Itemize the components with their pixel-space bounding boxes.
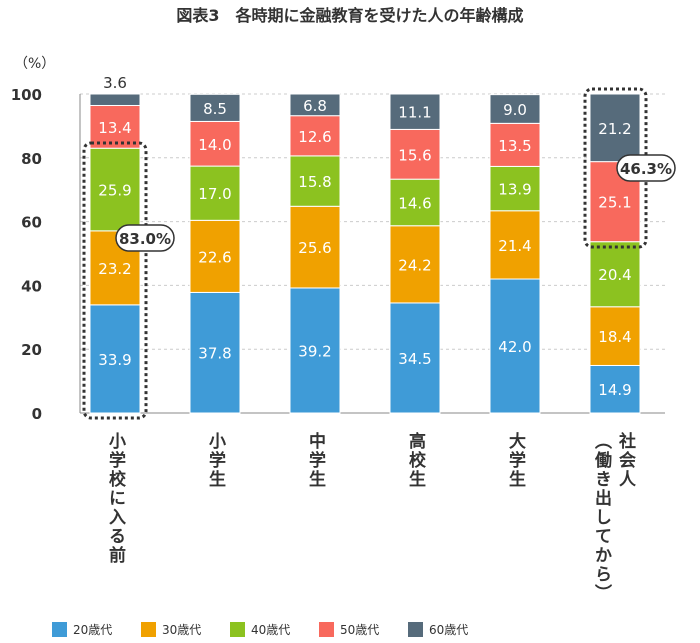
bar-segment <box>189 120 241 167</box>
bar-segment <box>489 278 541 414</box>
data-label: 34.5 <box>398 350 431 368</box>
bar-segment <box>189 165 241 221</box>
bar-segment <box>89 147 141 232</box>
data-label: 14.9 <box>598 381 631 399</box>
bar-segment <box>489 122 541 167</box>
data-label: 11.1 <box>398 104 431 122</box>
data-label: 24.2 <box>398 256 431 274</box>
data-label: 42.0 <box>498 338 531 356</box>
data-label: 21.4 <box>498 237 531 255</box>
legend-label: 50歳代 <box>340 623 380 637</box>
data-label: 39.2 <box>298 342 331 360</box>
x-tick-label: 中学生 <box>305 432 325 489</box>
bar-segment <box>89 304 141 414</box>
callout-bubble <box>616 154 676 182</box>
data-label: 22.6 <box>198 248 231 266</box>
data-label: 17.0 <box>198 185 231 203</box>
bar-segment <box>389 302 441 414</box>
data-label: 3.6 <box>103 74 127 92</box>
x-tick-label: 小学校に入る前 <box>105 432 125 565</box>
bar-segment <box>489 94 541 124</box>
bar-segment <box>489 165 541 212</box>
legend-item: 50歳代 <box>319 621 408 638</box>
bar-segment <box>489 210 541 280</box>
bar-segment <box>389 128 441 180</box>
legend-swatch <box>141 622 156 637</box>
bar-segment <box>289 155 341 207</box>
chart-title: 図表3 各時期に金融教育を受けた人の年齢構成 <box>176 6 524 25</box>
data-label: 13.9 <box>498 181 531 199</box>
legend-label: 60歳代 <box>429 623 469 637</box>
data-label: 9.0 <box>503 101 527 119</box>
data-label: 33.9 <box>98 351 131 369</box>
legend-swatch <box>319 622 334 637</box>
bar-segment <box>589 241 641 308</box>
highlight-box <box>583 87 648 249</box>
y-tick-label: 0 <box>32 405 42 423</box>
bar-segment <box>89 104 141 149</box>
bar-segment <box>289 93 341 117</box>
data-label: 18.4 <box>598 328 631 346</box>
callout-text: 46.3% <box>620 160 672 178</box>
data-label: 21.2 <box>598 120 631 138</box>
bar-segment <box>589 364 641 414</box>
y-tick-label: 20 <box>21 341 42 359</box>
bar-segment <box>289 205 341 289</box>
data-label: 37.8 <box>198 345 231 363</box>
bar-segment <box>389 225 441 304</box>
x-tick-label: 社会人 （働き出してから） <box>591 432 635 603</box>
legend-label: 20歳代 <box>73 623 113 637</box>
callout-text: 83.0% <box>119 230 171 248</box>
data-label: 12.6 <box>298 128 331 146</box>
x-tick-label: 大学生 <box>505 432 525 489</box>
bar-segment <box>189 219 241 293</box>
x-tick-label: 小学生 <box>205 432 225 489</box>
highlight-box <box>82 141 148 420</box>
data-label: 14.0 <box>198 136 231 154</box>
legend: 20歳代 30歳代 40歳代 50歳代 60歳代 <box>52 621 497 638</box>
data-label: 13.4 <box>98 119 131 137</box>
bar-segment <box>189 291 241 414</box>
data-label: 25.6 <box>298 239 331 257</box>
bar-segment <box>389 93 441 130</box>
callout-bubble <box>115 224 175 252</box>
y-tick-label: 40 <box>21 277 42 295</box>
bar-segment <box>589 306 641 366</box>
legend-label: 40歳代 <box>251 623 291 637</box>
legend-swatch <box>230 622 245 637</box>
data-label: 25.1 <box>598 194 631 212</box>
bar-segment <box>89 93 141 106</box>
data-label: 14.6 <box>398 194 431 212</box>
legend-item: 60歳代 <box>408 621 497 638</box>
data-label: 23.2 <box>98 260 131 278</box>
data-label: 6.8 <box>303 97 327 115</box>
y-tick-label: 100 <box>11 86 42 104</box>
legend-item: 40歳代 <box>230 621 319 638</box>
data-label: 20.4 <box>598 266 631 284</box>
legend-label: 30歳代 <box>162 623 202 637</box>
legend-item: 30歳代 <box>141 621 230 638</box>
bar-segment <box>589 93 641 163</box>
bar-segment <box>289 115 341 157</box>
y-axis-label: （%） <box>14 56 55 72</box>
data-label: 15.8 <box>298 173 331 191</box>
legend-swatch <box>408 622 423 637</box>
data-label: 8.5 <box>203 100 227 118</box>
data-label: 13.5 <box>498 137 531 155</box>
bar-segment <box>189 93 241 122</box>
y-tick-label: 60 <box>21 214 42 232</box>
x-tick-label: 高校生 <box>405 432 425 489</box>
data-label: 15.6 <box>398 146 431 164</box>
data-label: 25.9 <box>98 182 131 200</box>
bar-segment <box>289 287 341 414</box>
legend-swatch <box>52 622 67 637</box>
y-tick-label: 80 <box>21 150 42 168</box>
legend-item: 20歳代 <box>52 621 141 638</box>
